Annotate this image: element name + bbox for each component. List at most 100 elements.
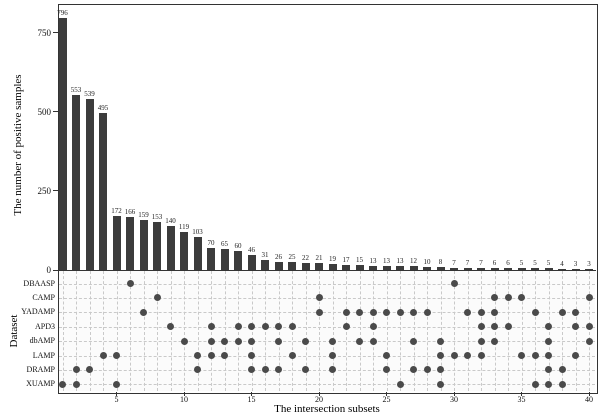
matrix-dot: [545, 337, 552, 345]
x-tick-label: 30: [450, 395, 458, 404]
bar-value-label: 26: [275, 252, 282, 261]
matrix-dot: [221, 337, 228, 345]
matrix-dot: [248, 352, 255, 359]
intersection-bar: [328, 263, 337, 270]
intersection-bar: [342, 264, 350, 270]
intersection-bar: [180, 232, 188, 270]
matrix-column-gridline: [170, 271, 172, 391]
matrix-column-gridline: [548, 271, 550, 391]
matrix-dot: [342, 323, 350, 331]
y-tick-label: 750: [37, 27, 52, 38]
matrix-column-gridline: [508, 271, 509, 391]
matrix-dot: [383, 308, 390, 316]
intersection-bar: [396, 265, 404, 270]
matrix-column-gridline: [224, 271, 226, 391]
matrix-column-gridline: [386, 271, 388, 391]
y-tick-label: 0: [46, 265, 52, 275]
matrix-dot: [329, 337, 336, 345]
bar-value-label: 15: [356, 256, 363, 265]
matrix-row-label-dramp: DRAMP: [26, 364, 55, 374]
matrix-dot: [369, 308, 377, 316]
matrix-dot: [261, 323, 269, 331]
matrix-column-gridline: [211, 271, 212, 391]
intersection-bar: [490, 268, 499, 270]
x-tick-mark: [453, 392, 455, 396]
matrix-dot: [545, 366, 552, 374]
matrix-row-gridline: [59, 341, 595, 343]
matrix-column-gridline: [265, 271, 266, 391]
matrix-dot: [288, 352, 296, 359]
matrix-dot: [302, 366, 309, 374]
matrix-dot: [585, 337, 593, 345]
bar-value-label: 172: [111, 206, 122, 215]
matrix-dot: [221, 352, 228, 359]
intersection-bar: [112, 215, 121, 270]
bar-value-label: 166: [124, 208, 136, 217]
matrix-dot: [72, 366, 80, 374]
y-axis-title: The number of positive samples: [12, 74, 24, 216]
matrix-dot: [477, 337, 485, 345]
matrix-dot: [342, 308, 350, 316]
matrix-row-label-camp: CAMP: [32, 292, 55, 302]
bar-value-label: 13: [369, 256, 377, 265]
matrix-column-gridline: [481, 271, 482, 391]
intersection-bar: [531, 268, 539, 270]
matrix-dot: [477, 323, 485, 331]
x-tick-mark: [588, 392, 590, 396]
matrix-dot: [396, 308, 404, 316]
matrix-dot: [585, 323, 593, 331]
bar-value-label: 10: [423, 257, 431, 266]
matrix-column-gridline: [346, 271, 347, 391]
x-tick-mark: [183, 392, 185, 396]
matrix-dot: [464, 352, 471, 359]
matrix-dot: [86, 366, 93, 374]
matrix-dot: [477, 308, 485, 316]
bar-value-label: 65: [221, 240, 228, 249]
matrix-dot: [383, 366, 390, 374]
y-tick-label: 250: [37, 185, 52, 196]
matrix-column-gridline: [76, 271, 77, 391]
matrix-column-gridline: [305, 271, 307, 391]
matrix-dot: [369, 323, 377, 331]
intersection-bar: [436, 267, 445, 270]
bar-value-label: 5: [533, 259, 537, 268]
y-tick-mark: [53, 111, 58, 113]
matrix-dot: [558, 366, 566, 374]
intersection-bar: [301, 263, 310, 270]
bar-value-label: 46: [248, 246, 255, 255]
x-tick-mark: [251, 392, 252, 396]
matrix-dot: [126, 280, 134, 287]
matrix-dot: [491, 308, 498, 316]
matrix-dot: [437, 337, 444, 345]
bar-value-label: 8: [438, 258, 443, 267]
matrix-dot: [113, 352, 120, 359]
intersection-bar: [382, 265, 391, 270]
matrix-dot: [437, 352, 444, 359]
matrix-dot: [504, 323, 512, 331]
matrix-dot: [99, 352, 107, 359]
x-tick-mark: [318, 392, 320, 396]
matrix-dot: [558, 308, 566, 316]
matrix-dot: [275, 337, 282, 345]
bar-value-label: 31: [261, 251, 269, 260]
intersection-bar: [504, 268, 512, 270]
bar-value-label: 12: [410, 257, 417, 266]
matrix-panel-background: [59, 271, 595, 391]
intersection-bar: [139, 219, 148, 270]
matrix-dot: [531, 380, 539, 388]
bar-value-label: 25: [288, 253, 296, 262]
bar-value-label: 553: [70, 85, 82, 94]
matrix-dot: [545, 323, 552, 331]
matrix-dot: [491, 337, 498, 345]
intersection-bar: [153, 221, 161, 270]
bar-value-label: 22: [302, 254, 309, 263]
matrix-dot: [356, 337, 363, 345]
matrix-row-label-yadamp: YADAMP: [21, 307, 55, 317]
matrix-column-gridline: [589, 271, 590, 391]
matrix-row-gridline: [59, 369, 595, 371]
matrix-dot: [410, 308, 417, 316]
matrix-dot: [275, 366, 282, 374]
bar-value-label: 119: [178, 223, 190, 232]
intersection-bar: [544, 268, 553, 270]
